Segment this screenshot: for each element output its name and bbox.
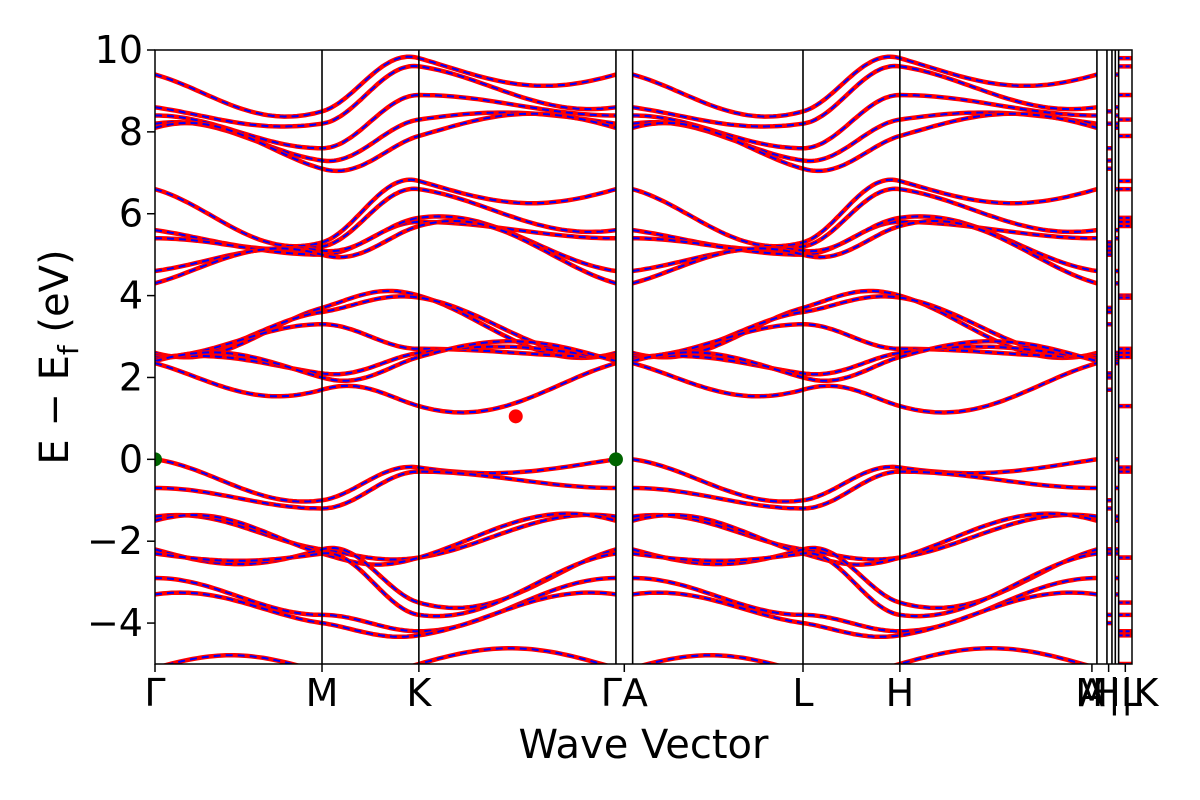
x-tick-label: Γ — [144, 671, 165, 715]
band-line-blue — [632, 112, 1098, 172]
band-line-red — [155, 63, 617, 129]
x-axis-title: Wave Vector — [519, 722, 770, 768]
x-tick-label: H — [886, 671, 915, 715]
band-line-blue — [632, 64, 1098, 128]
band-line-blue — [632, 591, 1098, 638]
y-tick-label: 2 — [119, 355, 143, 399]
x-tick-label: H|K — [1092, 671, 1159, 716]
band-line-red — [155, 469, 616, 511]
y-tick-label: 0 — [119, 437, 143, 481]
band-line-blue — [155, 345, 617, 376]
band-line-blue — [155, 577, 616, 633]
extremum-point — [608, 452, 623, 467]
plot-frame — [154, 49, 1133, 665]
extrema-markers — [155, 409, 623, 467]
x-tick-label: L — [792, 671, 813, 715]
band-line-red — [631, 54, 1098, 119]
band-line-red — [632, 469, 1097, 511]
band-line-blue — [632, 458, 1098, 503]
extremum-point — [155, 452, 162, 467]
band-line-blue — [155, 112, 617, 172]
extremum-point — [508, 409, 523, 424]
band-line-blue — [632, 178, 1098, 248]
y-tick-label: −4 — [87, 601, 143, 645]
band-line-blue — [632, 219, 1098, 285]
y-tick-label: −2 — [87, 519, 143, 563]
band-line-blue — [632, 220, 1097, 256]
y-tick-label: 10 — [95, 28, 143, 72]
band-line-blue — [632, 513, 1098, 561]
band-line-blue — [155, 552, 617, 618]
y-tick-label: 8 — [119, 110, 143, 154]
y-axis-ticks: −4 −2 0 2 4 6 8 10 — [87, 28, 155, 645]
band-line-blue — [632, 470, 1097, 510]
band-line-red — [639, 646, 1091, 664]
kpoint-divider-lines — [321, 50, 1120, 664]
y-axis-title-main: E − E — [32, 355, 78, 465]
band-line-blue — [632, 362, 1098, 414]
band-line-red — [155, 512, 617, 562]
band-line-blue — [155, 458, 617, 503]
band-line-blue — [155, 178, 617, 248]
band-line-blue — [632, 552, 1098, 618]
y-tick-label: 4 — [119, 274, 143, 318]
band-line-red — [632, 590, 1098, 640]
band-line-blue — [155, 470, 616, 510]
band-line-red — [161, 646, 610, 664]
band-line-blue — [632, 340, 1098, 382]
y-tick-label: 6 — [119, 192, 143, 236]
band-line-blue — [632, 323, 1097, 358]
x-tick-label: A — [1079, 671, 1105, 715]
band-line-blue — [644, 647, 1087, 664]
band-line-blue — [632, 577, 1097, 633]
band-line-blue — [166, 647, 606, 664]
x-tick-label: M|L — [1075, 671, 1142, 716]
y-axis-title: E − Ef (eV) — [32, 249, 85, 464]
band-line-red — [632, 512, 1098, 562]
band-line-red — [155, 590, 617, 640]
y-axis-title-subscript: f — [52, 344, 85, 355]
x-tick-label: M — [306, 671, 339, 715]
x-tick-label: ΓA — [601, 671, 648, 715]
band-line-red — [155, 575, 616, 634]
band-line-red — [632, 575, 1097, 634]
band-line-blue — [155, 513, 617, 561]
bands-layer — [155, 54, 1132, 664]
band-line-red — [632, 63, 1098, 129]
band-line-blue — [155, 591, 617, 638]
band-line-blue — [632, 345, 1098, 376]
band-line-blue — [155, 219, 617, 285]
x-axis-ticks: Γ M K ΓA L H AM|LH|K — [144, 664, 1160, 716]
band-line-blue — [155, 64, 617, 128]
y-axis-title-unit: (eV) — [32, 249, 78, 345]
band-line-blue — [155, 340, 617, 382]
band-line-red — [155, 177, 617, 249]
band-line-blue — [632, 512, 1098, 566]
band-line-blue — [155, 512, 617, 566]
band-line-blue — [155, 362, 617, 414]
x-tick-label: K — [406, 671, 432, 715]
band-line-blue — [155, 55, 617, 118]
band-line-blue — [155, 323, 616, 358]
